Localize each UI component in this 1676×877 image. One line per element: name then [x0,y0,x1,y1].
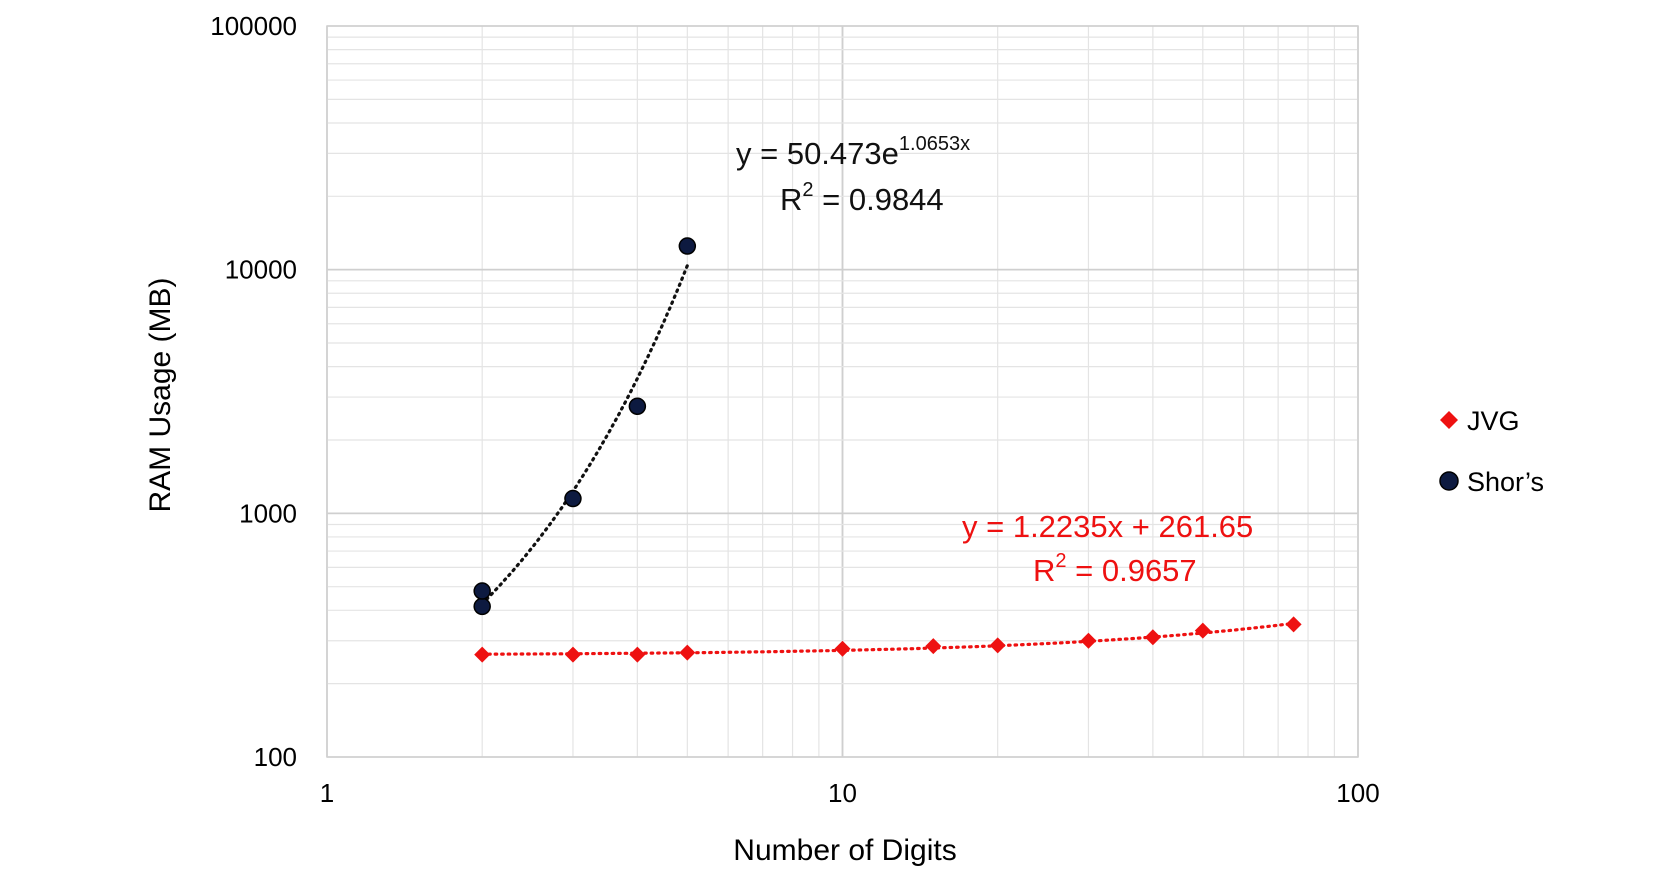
y-tick-label: 10000 [225,255,297,285]
trendlines [480,264,1296,656]
x-tick-label: 100 [1336,778,1379,808]
shor-r2-value: = 0.9844 [814,182,944,217]
y-tick-label: 100 [254,742,297,772]
shor-equation-exponent: 1.0653x [899,133,970,155]
y-axis-ticks: 100 1000 10000 100000 [210,11,297,772]
x-tick-label: 10 [828,778,857,808]
shor-point [564,489,582,508]
data-points [473,237,1302,663]
jvg-point [1144,629,1161,646]
x-axis-ticks: 1 10 100 [320,778,1380,808]
legend-label-jvg: JVG [1467,406,1520,436]
jvg-trendline-equation: y = 1.2235x + 261.65 [962,509,1253,544]
jvg-point [564,646,581,663]
legend-label-shors: Shor’s [1467,467,1544,497]
jvg-point [1285,616,1302,633]
jvg-trendline [480,621,1296,656]
jvg-point [474,646,491,663]
shor-point [678,237,697,255]
shor-trendline-label: y = 50.473e1.0653x R2 = 0.9844 [736,133,970,217]
shor-point [473,582,491,600]
jvg-point [629,646,646,663]
shor-equation-base: y = 50.473e [736,136,899,171]
jvg-trendline-r2: R2 = 0.9657 [1033,550,1197,588]
shor-point [473,597,491,616]
y-axis-title: RAM Usage (MB) [144,277,177,512]
jvg-point [1194,622,1211,639]
shor-r2-label: R [780,182,802,217]
legend-item-jvg: JVG [1440,406,1520,436]
shor-point [628,397,647,416]
jvg-point [1080,632,1097,649]
plot-area-border [326,25,1359,758]
y-tick-label: 1000 [239,498,297,528]
jvg-point [989,637,1006,654]
shor-trendline-equation: y = 50.473e1.0653x [736,133,970,171]
jvg-point [925,638,942,655]
jvg-r2-label: R [1033,553,1055,588]
legend-item-shors: Shor’s [1439,467,1544,497]
jvg-r2-superscript: 2 [1055,550,1066,572]
shor-trendline-r2: R2 = 0.9844 [780,179,944,217]
jvg-point [679,644,696,661]
x-tick-label: 1 [320,778,334,808]
jvg-point [834,640,851,657]
jvg-r2-value: = 0.9657 [1067,553,1197,588]
legend: JVG Shor’s [1439,406,1544,497]
shor-r2-superscript: 2 [802,179,813,201]
y-tick-label: 100000 [210,11,297,41]
legend-diamond-marker [1440,411,1458,429]
legend-circle-marker [1439,471,1459,491]
jvg-trendline-label: y = 1.2235x + 261.65 R2 = 0.9657 [962,509,1253,588]
shor-trendline [480,264,689,606]
x-axis-title: Number of Digits [733,834,956,867]
